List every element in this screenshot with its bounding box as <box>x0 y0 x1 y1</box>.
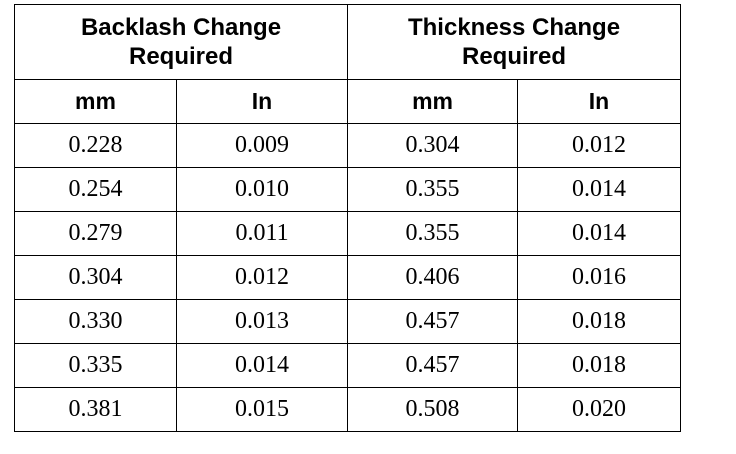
unit-header-row: mm In mm In <box>14 79 682 124</box>
table-row: 0.228 0.009 0.304 0.012 <box>14 123 682 168</box>
thickness-in-cell: 0.016 <box>517 255 682 300</box>
backlash-thickness-table: Backlash Change Required Thickness Chang… <box>13 4 682 432</box>
thickness-mm-cell: 0.457 <box>347 299 519 344</box>
backlash-mm-cell: 0.330 <box>14 299 177 344</box>
thickness-in-cell: 0.014 <box>517 167 682 212</box>
backlash-in-cell: 0.012 <box>175 255 349 300</box>
thickness-mm-cell: 0.457 <box>347 343 519 388</box>
thickness-mm-cell: 0.355 <box>347 167 519 212</box>
backlash-header-line2: Required <box>129 43 234 70</box>
backlash-mm-cell: 0.335 <box>14 343 177 388</box>
thickness-mm-cell: 0.304 <box>347 123 519 168</box>
backlash-in-cell: 0.011 <box>175 211 349 256</box>
thickness-in-cell: 0.018 <box>517 343 682 388</box>
table-row: 0.381 0.015 0.508 0.020 <box>14 387 682 432</box>
backlash-mm-cell: 0.304 <box>14 255 177 300</box>
table-row: 0.254 0.010 0.355 0.014 <box>14 167 682 212</box>
backlash-mm-cell: 0.279 <box>14 211 177 256</box>
thickness-in-cell: 0.018 <box>517 299 682 344</box>
thickness-in-cell: 0.014 <box>517 211 682 256</box>
unit-thickness-mm: mm <box>347 79 519 124</box>
backlash-mm-cell: 0.228 <box>14 123 177 168</box>
table-row: 0.335 0.014 0.457 0.018 <box>14 343 682 388</box>
thickness-in-cell: 0.020 <box>517 387 682 432</box>
group-header-row: Backlash Change Required Thickness Chang… <box>13 4 682 80</box>
table-row: 0.279 0.011 0.355 0.014 <box>14 211 682 256</box>
thickness-mm-cell: 0.355 <box>347 211 519 256</box>
backlash-in-cell: 0.009 <box>175 123 349 168</box>
thickness-in-cell: 0.012 <box>517 123 682 168</box>
backlash-in-cell: 0.015 <box>175 387 349 432</box>
thickness-header-line1: Thickness Change <box>407 14 621 41</box>
table-row: 0.304 0.012 0.406 0.016 <box>14 255 682 300</box>
thickness-mm-cell: 0.406 <box>347 255 519 300</box>
backlash-in-cell: 0.014 <box>175 343 349 388</box>
backlash-mm-cell: 0.381 <box>14 387 177 432</box>
thickness-header-line2: Required <box>462 43 567 70</box>
thickness-change-header: Thickness Change Required <box>347 4 682 80</box>
table-row: 0.330 0.013 0.457 0.018 <box>14 299 682 344</box>
unit-backlash-mm: mm <box>14 79 177 124</box>
backlash-change-header: Backlash Change Required <box>13 4 349 80</box>
unit-thickness-in: In <box>517 79 682 124</box>
backlash-in-cell: 0.010 <box>175 167 349 212</box>
backlash-in-cell: 0.013 <box>175 299 349 344</box>
unit-backlash-in: In <box>175 79 349 124</box>
backlash-mm-cell: 0.254 <box>14 167 177 212</box>
backlash-header-line1: Backlash Change <box>80 14 282 41</box>
thickness-mm-cell: 0.508 <box>347 387 519 432</box>
